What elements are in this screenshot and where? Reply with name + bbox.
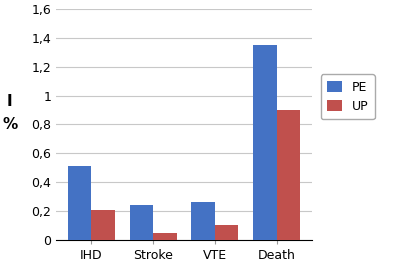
Legend: PE, UP: PE, UP — [321, 74, 375, 119]
Bar — [153, 232, 176, 240]
Bar — [130, 205, 153, 240]
Text: %: % — [2, 117, 18, 132]
Bar — [91, 210, 115, 240]
Bar — [215, 225, 238, 240]
Bar — [192, 202, 215, 240]
Bar — [277, 110, 300, 240]
Bar — [253, 45, 277, 240]
Bar — [68, 166, 91, 240]
Text: I: I — [7, 94, 13, 109]
